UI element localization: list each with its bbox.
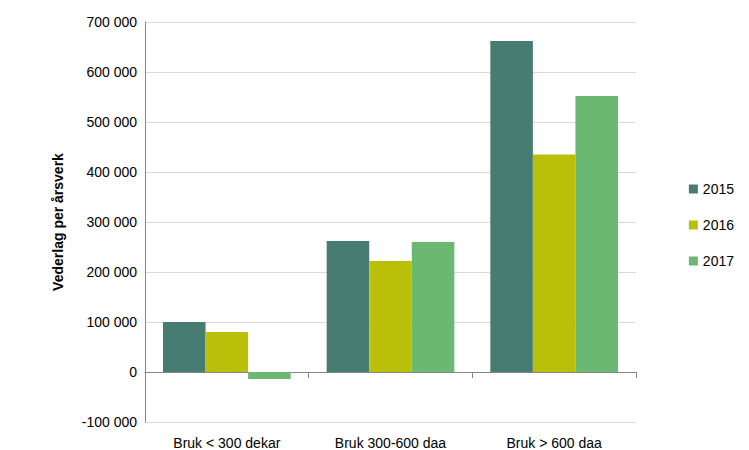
svg-text:0: 0 [129,364,137,380]
svg-text:2015: 2015 [703,181,734,197]
svg-text:100 000: 100 000 [86,314,137,330]
svg-text:200 000: 200 000 [86,264,137,280]
svg-text:2016: 2016 [703,217,734,233]
svg-text:2017: 2017 [703,253,734,269]
svg-text:500 000: 500 000 [86,114,137,130]
svg-text:400 000: 400 000 [86,164,137,180]
svg-text:-100 000: -100 000 [82,414,137,430]
svg-text:700 000: 700 000 [86,14,137,30]
svg-text:Bruk < 300 dekar: Bruk < 300 dekar [173,435,280,450]
svg-text:300 000: 300 000 [86,214,137,230]
svg-text:Bruk 300-600 daa: Bruk 300-600 daa [335,435,447,450]
svg-text:600 000: 600 000 [86,64,137,80]
svg-text:Bruk > 600 daa: Bruk > 600 daa [506,435,602,450]
svg-text:Vederlag per årsverk: Vederlag per årsverk [50,153,66,291]
